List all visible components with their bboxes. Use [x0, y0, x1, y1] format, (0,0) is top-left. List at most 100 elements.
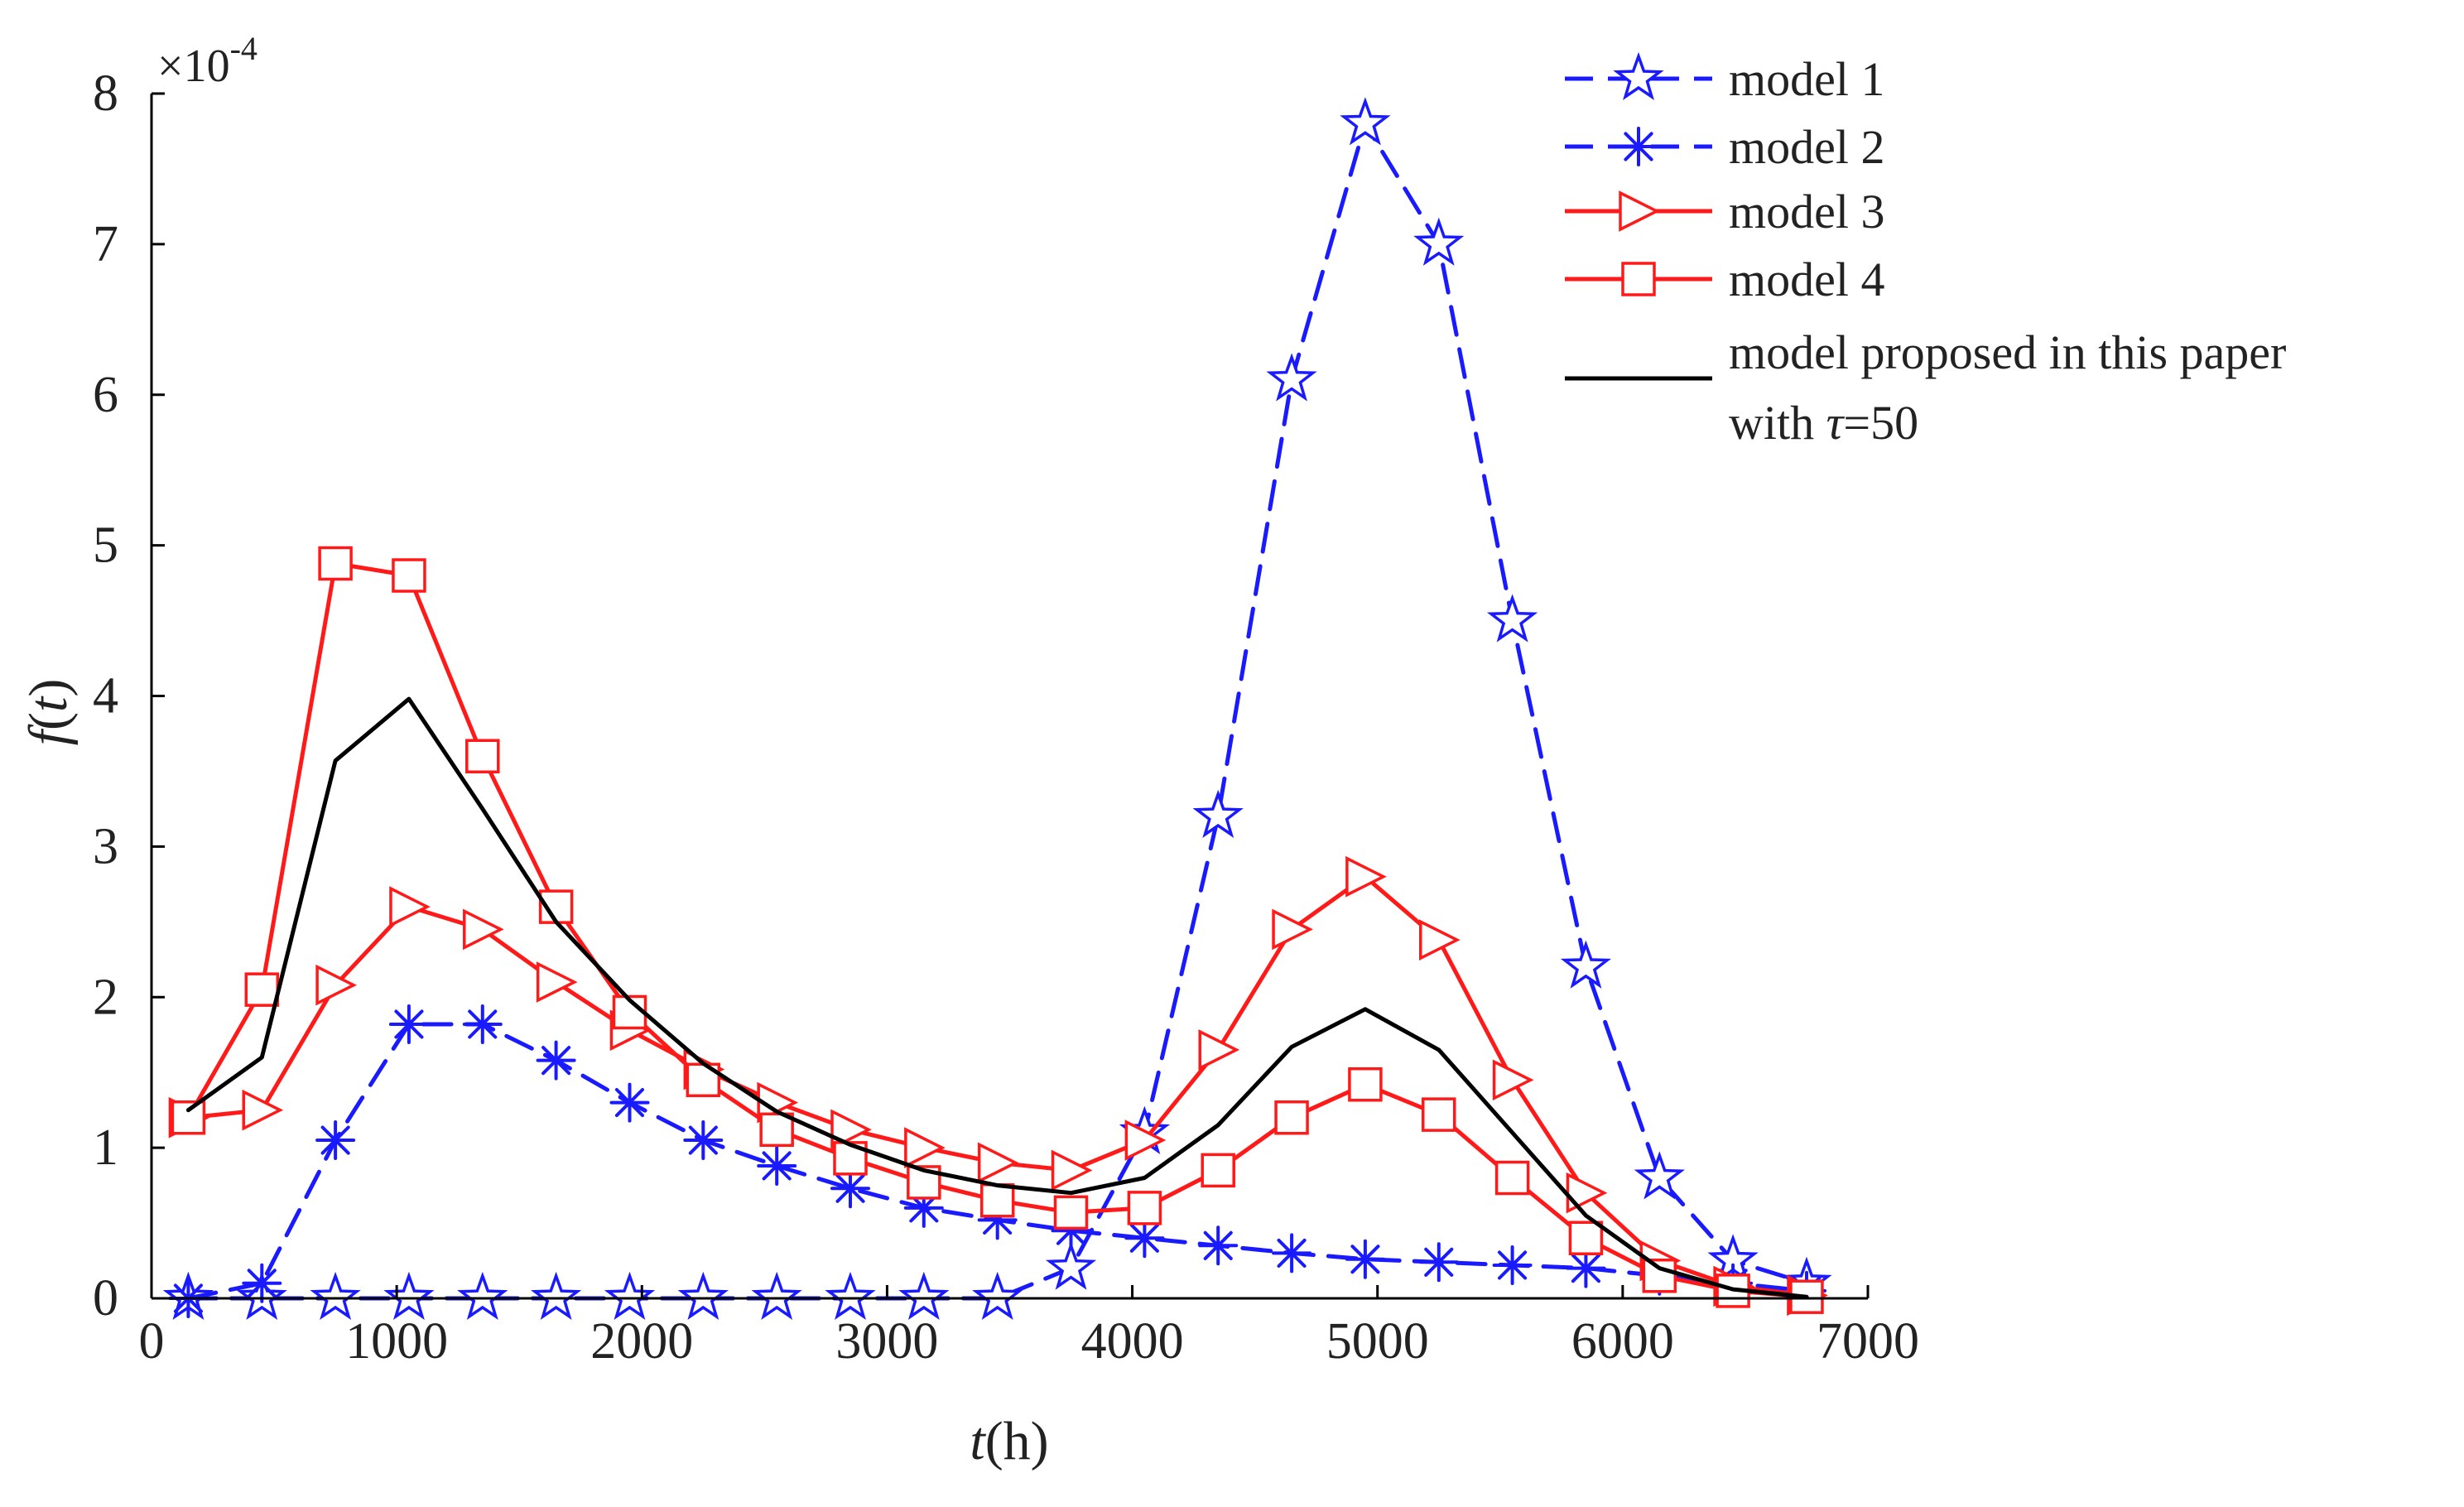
- series-3-point: [1492, 1059, 1534, 1101]
- series-3-point: [315, 964, 358, 1006]
- series-3-point: [536, 961, 578, 1003]
- series-1-point: [1340, 97, 1391, 146]
- legend-line2-prefix: with: [1729, 396, 1826, 450]
- series-4-point: [1568, 1221, 1604, 1255]
- series-2-point: [1492, 1245, 1533, 1285]
- series-4-point: [686, 1062, 721, 1098]
- series-1-point: [677, 1271, 729, 1321]
- series-5: [185, 696, 1809, 1299]
- y-multiplier: ×10-4: [157, 30, 257, 92]
- legend-label-model-4: model 4: [1729, 253, 1884, 306]
- series-4-point: [979, 1183, 1015, 1218]
- legend-swatch-marker: [1621, 262, 1656, 296]
- series-3-point: [1051, 1149, 1093, 1192]
- legend-swatch-model-1: [1565, 51, 1712, 100]
- series-4-point: [244, 972, 280, 1007]
- x-tick-label: 5000: [1326, 1313, 1429, 1370]
- series-4: [171, 546, 1824, 1314]
- series-2-point: [1418, 1242, 1459, 1283]
- legend-label-model-proposed: model proposed in this paper: [1729, 325, 2286, 379]
- series-3-point: [463, 908, 504, 951]
- series-1-point: [310, 1271, 361, 1320]
- series-2-point: [609, 1082, 650, 1123]
- series-2-point: [757, 1146, 797, 1186]
- series-3-point: [242, 1089, 284, 1131]
- series-2-point: [1566, 1248, 1606, 1288]
- y-tick-label: 3: [93, 818, 118, 874]
- x-axis-label-unit: (h): [985, 1411, 1049, 1471]
- series-2-point: [462, 1004, 503, 1044]
- legend-entry-model-2: model 2: [1565, 120, 1884, 174]
- series-1-point: [1486, 594, 1538, 643]
- legend-entry-model-proposed: model proposed in this paper with τ=50: [1565, 325, 2286, 450]
- series-1-point: [751, 1271, 802, 1321]
- x-tick-label: 7000: [1817, 1313, 1919, 1370]
- legend-swatch-model-4: [1565, 262, 1712, 296]
- series-3-point: [1419, 919, 1461, 961]
- series-4-point: [1494, 1160, 1530, 1196]
- y-tick-label: 8: [93, 65, 118, 122]
- series-3-point: [389, 886, 431, 927]
- series-3-point: [977, 1142, 1019, 1184]
- series-3-point: [904, 1127, 946, 1168]
- legend-swatch-marker: [1619, 190, 1660, 232]
- legend-line2-suffix: =50: [1843, 396, 1918, 450]
- series-2-point: [977, 1200, 1018, 1240]
- legend-swatch-model-2: [1565, 127, 1712, 166]
- legend-line2-symbol: τ: [1826, 396, 1846, 450]
- legend-label-model-proposed-line2: with τ=50: [1729, 396, 1918, 450]
- legend-label-model-2: model 2: [1729, 120, 1884, 174]
- series-4-point: [1201, 1153, 1235, 1188]
- series-4-point: [1053, 1195, 1089, 1230]
- legend-swatch-marker: [1613, 51, 1664, 100]
- ticks: 0 1000 2000 3000 4000 5000 6000 7000 0 1 2 3 4 5 6 7 8: [93, 65, 1919, 1370]
- series-3-point: [1198, 1029, 1240, 1071]
- y-tick-label: 6: [93, 367, 118, 423]
- series-4-point: [171, 1100, 206, 1135]
- series-1-point: [898, 1271, 950, 1321]
- series-4-point: [392, 558, 426, 593]
- series-2-point: [315, 1120, 356, 1160]
- series-2-point: [1345, 1239, 1385, 1279]
- series-line-5: [185, 696, 1809, 1299]
- series-1-point: [383, 1271, 435, 1321]
- series-1-point: [1560, 940, 1612, 989]
- x-tick-label: 3000: [835, 1313, 938, 1370]
- series-2-point: [903, 1187, 944, 1228]
- y-multiplier-base: ×10: [157, 41, 230, 92]
- series-1-point: [1413, 217, 1465, 266]
- series-4-point: [1642, 1258, 1677, 1293]
- y-multiplier-exp: -4: [230, 30, 257, 67]
- series-2-point: [830, 1168, 870, 1209]
- series-2-point: [536, 1040, 576, 1081]
- series-2-point: [1124, 1218, 1165, 1259]
- series-1-point: [1192, 789, 1244, 839]
- series-4-point: [318, 546, 353, 581]
- svg-text:×10-4: ×10-4: [157, 30, 257, 92]
- series-1-point: [1045, 1241, 1097, 1290]
- legend: model 1 model 2 model 3 model 4 model pr…: [1565, 51, 2286, 450]
- series-4-point: [1127, 1191, 1162, 1225]
- series-2-point: [388, 1004, 429, 1044]
- y-tick-label: 1: [93, 1119, 118, 1176]
- legend-label-model-3: model 3: [1729, 185, 1884, 238]
- series-2-point: [1198, 1225, 1239, 1266]
- y-tick-label: 4: [93, 668, 118, 725]
- x-tick-label: 0: [139, 1313, 165, 1370]
- series-3-point: [1124, 1119, 1167, 1161]
- legend-label-model-1: model 1: [1729, 52, 1884, 106]
- y-axis-label-close: ): [18, 679, 79, 697]
- legend-entry-model-3: model 3: [1565, 185, 1884, 238]
- series-1-point: [1266, 353, 1317, 402]
- series-1-point: [972, 1271, 1023, 1320]
- series-1-point: [825, 1271, 876, 1320]
- legend-entry-model-4: model 4: [1565, 253, 1884, 306]
- series-2-point: [242, 1263, 282, 1303]
- y-tick-label: 5: [93, 518, 118, 574]
- series-4-point: [465, 739, 500, 773]
- series-1-point: [531, 1271, 582, 1321]
- x-tick-label: 2000: [590, 1313, 693, 1370]
- y-axis-label: f(t): [18, 679, 79, 746]
